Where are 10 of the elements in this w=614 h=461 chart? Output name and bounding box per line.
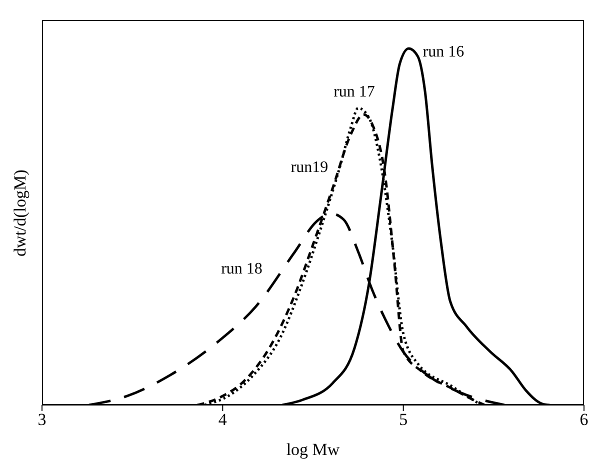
x-tick-label: 6 bbox=[580, 410, 588, 430]
series-label: run19 bbox=[290, 159, 328, 176]
x-tick-label: 3 bbox=[38, 410, 46, 430]
x-tick-label: 4 bbox=[218, 410, 228, 430]
x-tick-label: 5 bbox=[399, 410, 408, 430]
series-label: run 16 bbox=[422, 44, 464, 61]
series-label: run 18 bbox=[221, 260, 262, 278]
series-label: run 17 bbox=[334, 83, 375, 100]
x-axis-title: log Mw bbox=[286, 440, 340, 459]
y-axis-title: dwt/d(logM) bbox=[10, 169, 30, 256]
